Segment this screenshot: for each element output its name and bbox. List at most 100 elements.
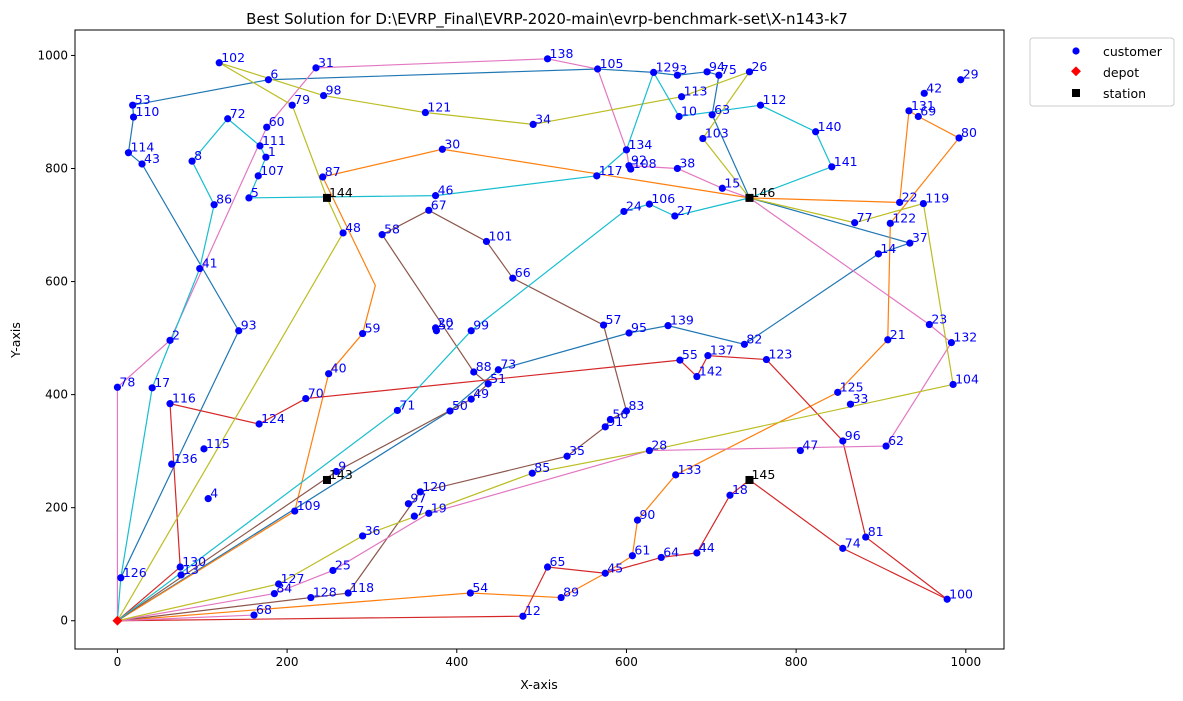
customer-point-13 bbox=[177, 571, 185, 579]
customer-label-126: 126 bbox=[123, 565, 147, 580]
customer-label-69: 69 bbox=[920, 103, 936, 118]
customer-label-1: 1 bbox=[268, 144, 276, 159]
customer-point-27 bbox=[671, 212, 679, 220]
customer-point-60 bbox=[263, 123, 271, 131]
x-tick-label-400: 400 bbox=[445, 655, 468, 669]
customer-label-13: 13 bbox=[183, 562, 199, 577]
customer-label-90: 90 bbox=[639, 507, 655, 522]
legend-customer-marker bbox=[1072, 47, 1080, 55]
customer-label-79: 79 bbox=[294, 92, 310, 107]
customer-point-53 bbox=[129, 101, 137, 109]
x-axis-label: X-axis bbox=[520, 677, 558, 692]
customer-point-115 bbox=[200, 445, 208, 453]
customer-point-139 bbox=[664, 322, 672, 330]
customer-label-67: 67 bbox=[431, 197, 447, 212]
customer-point-10 bbox=[675, 112, 683, 121]
customer-point-31 bbox=[312, 64, 320, 72]
customer-label-109: 109 bbox=[297, 498, 321, 513]
customer-label-89: 89 bbox=[563, 585, 579, 600]
customer-point-2 bbox=[166, 336, 174, 344]
customer-label-139: 139 bbox=[670, 313, 694, 328]
customer-label-44: 44 bbox=[699, 540, 715, 555]
customer-point-111 bbox=[256, 142, 264, 150]
customer-point-47 bbox=[796, 446, 804, 455]
customer-point-129 bbox=[650, 68, 658, 76]
customer-label-51: 51 bbox=[490, 371, 506, 386]
customer-label-10: 10 bbox=[681, 103, 697, 118]
customer-label-53: 53 bbox=[135, 92, 151, 107]
customer-label-118: 118 bbox=[350, 580, 374, 595]
customer-label-134: 134 bbox=[628, 137, 652, 152]
customer-point-71 bbox=[393, 406, 401, 415]
plot-area bbox=[74, 29, 1005, 650]
customer-label-125: 125 bbox=[840, 379, 864, 394]
legend-station-label: station bbox=[1103, 86, 1146, 101]
customer-label-111: 111 bbox=[262, 133, 286, 148]
customer-point-83 bbox=[622, 407, 631, 415]
customer-label-132: 132 bbox=[953, 330, 977, 345]
customer-point-15 bbox=[718, 184, 726, 192]
customer-point-91 bbox=[601, 423, 609, 431]
customer-point-84 bbox=[270, 590, 278, 598]
customer-point-52 bbox=[432, 327, 441, 335]
customer-point-9 bbox=[332, 467, 340, 476]
y-tick-label-0: 0 bbox=[60, 614, 68, 628]
customer-label-25: 25 bbox=[335, 557, 351, 572]
customer-label-50: 50 bbox=[452, 398, 468, 413]
customer-point-41 bbox=[196, 264, 204, 273]
customer-point-128 bbox=[307, 593, 315, 602]
customer-label-70: 70 bbox=[308, 386, 324, 401]
customer-label-100: 100 bbox=[949, 586, 973, 601]
customer-point-50 bbox=[446, 407, 454, 415]
customer-point-142 bbox=[693, 372, 701, 381]
customer-label-106: 106 bbox=[651, 191, 675, 206]
customer-point-62 bbox=[882, 442, 890, 450]
customer-label-48: 48 bbox=[345, 220, 361, 235]
customer-label-26: 26 bbox=[751, 59, 767, 74]
customer-point-58 bbox=[378, 231, 386, 239]
legend-depot-marker bbox=[1071, 66, 1081, 77]
x-tick-label-0: 0 bbox=[114, 655, 122, 669]
customer-label-73: 73 bbox=[500, 357, 516, 372]
customer-point-74 bbox=[839, 544, 847, 552]
customer-point-105 bbox=[594, 65, 602, 73]
station-label-145: 145 bbox=[751, 467, 775, 482]
customer-point-87 bbox=[319, 173, 327, 181]
customer-label-87: 87 bbox=[325, 164, 341, 179]
customer-point-64 bbox=[657, 553, 665, 562]
customer-point-133 bbox=[672, 471, 680, 479]
customer-point-63 bbox=[708, 111, 716, 119]
customer-label-30: 30 bbox=[444, 136, 460, 151]
x-tick-label-600: 600 bbox=[615, 655, 638, 669]
customer-label-58: 58 bbox=[384, 222, 400, 237]
customer-label-112: 112 bbox=[763, 92, 787, 107]
customer-point-29 bbox=[957, 76, 965, 84]
customer-point-8 bbox=[188, 157, 196, 165]
legend: customer depot station bbox=[1029, 37, 1175, 107]
legend-box bbox=[1029, 37, 1175, 107]
customer-label-81: 81 bbox=[868, 524, 884, 539]
customer-point-48 bbox=[339, 229, 347, 237]
x-tick-label-800: 800 bbox=[785, 655, 808, 669]
customer-point-82 bbox=[740, 340, 748, 348]
customer-label-68: 68 bbox=[256, 602, 272, 617]
customer-label-95: 95 bbox=[631, 320, 647, 335]
customer-label-2: 2 bbox=[172, 327, 180, 342]
customer-point-79 bbox=[288, 101, 296, 109]
customer-point-85 bbox=[528, 469, 536, 477]
customer-point-23 bbox=[925, 320, 933, 329]
customer-label-23: 23 bbox=[931, 312, 947, 327]
customer-point-66 bbox=[509, 274, 517, 282]
customer-label-96: 96 bbox=[845, 428, 861, 443]
customer-point-134 bbox=[622, 146, 631, 154]
customer-point-81 bbox=[862, 533, 870, 541]
customer-point-137 bbox=[704, 352, 712, 360]
customer-label-9: 9 bbox=[338, 458, 346, 473]
customer-label-74: 74 bbox=[845, 535, 861, 550]
customer-point-107 bbox=[254, 172, 262, 180]
x-tick-label-200: 200 bbox=[276, 655, 299, 669]
customer-point-22 bbox=[896, 198, 904, 207]
customer-label-129: 129 bbox=[656, 59, 680, 74]
customer-point-25 bbox=[329, 566, 337, 575]
